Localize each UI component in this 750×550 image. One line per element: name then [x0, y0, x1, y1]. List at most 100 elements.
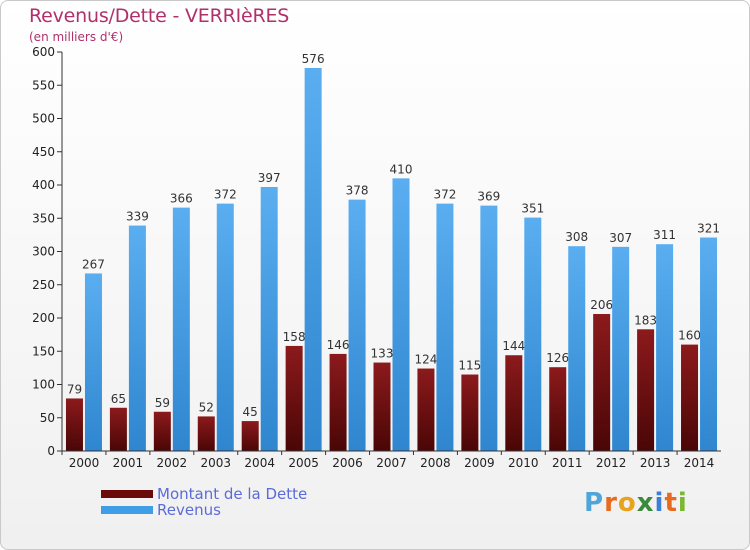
- data-label-dette: 52: [199, 400, 214, 414]
- bar-dette: [593, 314, 611, 451]
- data-label-revenus: 267: [82, 257, 105, 271]
- data-label-revenus: 372: [214, 188, 237, 202]
- data-label-revenus: 321: [697, 222, 720, 236]
- logo-letter: P: [584, 488, 605, 518]
- bar-dette: [153, 411, 171, 451]
- x-tick-label: 2009: [464, 456, 495, 470]
- data-label-dette: 160: [678, 329, 701, 343]
- y-tick-label: 550: [32, 78, 55, 92]
- data-label-revenus: 311: [653, 228, 676, 242]
- bar-revenus: [348, 199, 366, 451]
- x-tick-label: 2007: [376, 456, 407, 470]
- bar-dette: [461, 374, 479, 451]
- x-tick-label: 2002: [157, 456, 188, 470]
- x-tick-label: 2001: [113, 456, 144, 470]
- data-label-revenus: 351: [521, 202, 544, 216]
- data-label-dette: 65: [111, 392, 126, 406]
- x-tick-label: 2000: [69, 456, 100, 470]
- bar-revenus: [260, 186, 278, 451]
- logo-letter: o: [617, 488, 637, 518]
- data-label-dette: 79: [67, 382, 82, 396]
- bar-revenus: [172, 207, 190, 451]
- bar-dette: [329, 353, 347, 451]
- bar-dette: [197, 416, 215, 451]
- bar-dette: [241, 421, 259, 451]
- bar-dette: [65, 398, 83, 451]
- x-tick-label: 2012: [596, 456, 627, 470]
- logo-letter: x: [636, 488, 655, 518]
- logo-letter: i: [654, 488, 665, 518]
- logo-letter: r: [604, 488, 618, 518]
- data-label-revenus: 366: [170, 192, 193, 206]
- bar-dette: [285, 345, 303, 451]
- bar-revenus: [304, 67, 322, 452]
- bar-revenus: [216, 203, 234, 451]
- x-tick-label: 2008: [420, 456, 451, 470]
- bar-dette: [109, 407, 127, 451]
- y-tick-label: 0: [47, 444, 55, 458]
- chart-title: Revenus/Dette - VERRIèRES: [29, 5, 290, 27]
- data-label-dette: 206: [590, 298, 613, 312]
- bar-dette: [637, 329, 655, 451]
- bar-revenus: [480, 205, 498, 451]
- x-tick-label: 2004: [244, 456, 275, 470]
- data-label-dette: 144: [502, 339, 525, 353]
- y-tick-label: 300: [32, 245, 55, 259]
- x-tick-label: 2010: [508, 456, 539, 470]
- bar-revenus: [84, 273, 102, 451]
- data-label-dette: 183: [634, 313, 657, 327]
- data-label-revenus: 378: [346, 184, 369, 198]
- y-tick-label: 350: [32, 211, 55, 225]
- data-label-revenus: 372: [433, 188, 456, 202]
- legend-label-dette: Montant de la Dette: [157, 485, 308, 503]
- data-label-dette: 158: [283, 330, 306, 344]
- y-tick-label: 500: [32, 112, 55, 126]
- bar-dette: [373, 362, 391, 451]
- y-tick-label: 150: [32, 344, 55, 358]
- legend-label-revenus: Revenus: [157, 501, 221, 519]
- x-tick-label: 2006: [332, 456, 363, 470]
- data-label-dette: 124: [414, 353, 437, 367]
- bar-revenus: [612, 246, 630, 451]
- logo-letter: i: [677, 488, 688, 518]
- y-tick-label: 450: [32, 145, 55, 159]
- y-tick-label: 600: [32, 45, 55, 59]
- chart-subtitle: (en milliers d'€): [29, 30, 124, 44]
- y-tick-label: 100: [32, 378, 55, 392]
- bar-revenus: [700, 237, 718, 451]
- x-tick-label: 2011: [552, 456, 583, 470]
- data-label-dette: 59: [155, 396, 170, 410]
- bar-revenus: [392, 178, 410, 451]
- logo-letter: t: [664, 488, 678, 518]
- x-tick-label: 2003: [200, 456, 231, 470]
- bar-revenus: [524, 217, 542, 451]
- data-label-dette: 115: [458, 359, 481, 373]
- data-label-revenus: 397: [258, 171, 281, 185]
- legend-swatch-dette: [101, 490, 153, 498]
- legend-swatch-revenus: [101, 506, 153, 514]
- bar-dette: [549, 367, 567, 451]
- y-tick-label: 50: [40, 411, 55, 425]
- data-label-revenus: 339: [126, 210, 149, 224]
- y-tick-label: 200: [32, 311, 55, 325]
- bar-revenus: [568, 246, 586, 451]
- bar-revenus: [436, 203, 454, 451]
- x-tick-label: 2005: [288, 456, 319, 470]
- data-label-dette: 126: [546, 351, 569, 365]
- bar-revenus: [656, 244, 674, 451]
- data-label-revenus: 308: [565, 230, 588, 244]
- y-tick-label: 400: [32, 178, 55, 192]
- data-label-dette: 146: [327, 338, 350, 352]
- data-label-revenus: 410: [390, 162, 413, 176]
- bar-dette: [505, 355, 523, 451]
- bar-revenus: [128, 225, 146, 451]
- bar-dette: [681, 344, 699, 451]
- data-label-revenus: 576: [302, 52, 325, 66]
- x-tick-label: 2014: [684, 456, 715, 470]
- data-label-revenus: 369: [477, 190, 500, 204]
- bar-chart: 0 50 100 150 200 250 300 350 400 450 500 550 600 79 26…: [32, 45, 721, 470]
- data-label-dette: 133: [371, 347, 394, 361]
- data-label-dette: 45: [243, 405, 258, 419]
- y-tick-label: 250: [32, 278, 55, 292]
